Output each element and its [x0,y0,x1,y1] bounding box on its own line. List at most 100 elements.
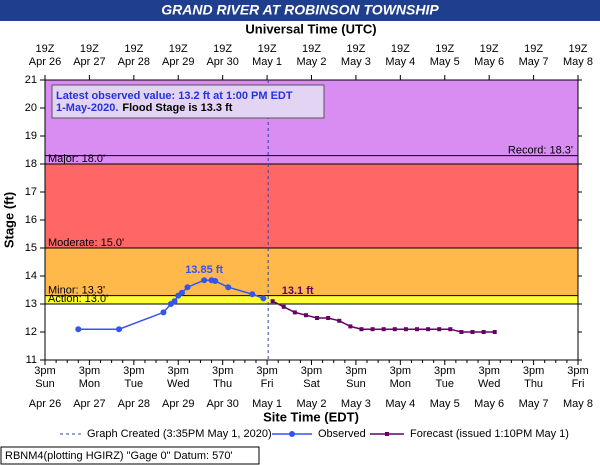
x-weekday-label: Wed [478,378,500,390]
utc-tick-label: 19Z [569,43,588,55]
x-date-label: May 1 [252,398,282,410]
latest-note-line: Latest observed value: 13.2 ft at 1:00 P… [56,90,293,102]
utc-tick-label: 19Z [524,43,543,55]
flood-band [45,155,578,164]
legend-forecast-marker [385,432,389,436]
title-bar [0,0,600,21]
x-date-label: May 8 [563,398,593,410]
x-weekday-label: Thu [524,378,543,390]
forecast-point [481,330,486,334]
x-date-label: Apr 28 [118,398,150,410]
forecast-point [448,327,453,332]
x-tick-label: 3pm [567,365,588,377]
y-tick-label: 15 [25,242,37,254]
legend-label: Observed [318,428,366,440]
latest-note-line: 1-May-2020. [56,102,118,114]
legend-label: Forecast (issued 1:10PM May 1) [410,428,569,440]
y-tick-label: 11 [26,354,37,366]
utc-tick-label: 19Z [80,43,99,55]
x-weekday-label: Wed [167,378,189,390]
y-tick-label: 20 [25,102,37,114]
forecast-point [414,327,419,332]
forecast-point [426,327,431,332]
forecast-point [492,330,497,334]
forecast-point [315,316,320,320]
x-date-label: Apr 29 [162,398,194,410]
forecast-point [470,330,475,334]
y-tick-label: 13 [25,298,37,310]
x-date-label: Apr 27 [73,398,105,410]
x-axis-title: Site Time (EDT) [263,409,359,424]
x-tick-label: 3pm [301,365,322,377]
footer-box [0,446,260,465]
x-tick-label: 3pm [390,365,411,377]
forecast-point [326,316,331,320]
flood-band [45,164,578,248]
observed-point [116,326,123,333]
utc-tick-label: 19Z [480,43,499,55]
forecast-point [303,313,308,318]
observed-point [184,284,191,291]
x-tick-label: 3pm [123,365,144,377]
observed-point [171,298,178,305]
x-weekday-label: Tue [125,378,144,390]
observed-point [178,289,185,296]
utc-tick-label: 19Z [435,43,454,55]
value-label: 13.1 ft [282,285,314,297]
x-tick-label: 3pm [79,365,100,377]
y-tick-label: 19 [25,130,37,142]
utc-date-label: Apr 26 [29,56,61,68]
flood-band [45,295,578,304]
x-weekday-label: Sun [35,378,55,390]
utc-tick-label: 19Z [346,43,365,55]
x-date-label: Apr 30 [206,398,238,410]
x-tick-label: 3pm [34,365,55,377]
x-tick-label: 3pm [256,365,277,377]
top-axis-title: Universal Time (UTC) [245,21,376,36]
flood-stage-label: Record: 18.3' [508,145,573,157]
utc-tick-label: 19Z [36,43,55,55]
x-tick-label: 3pm [478,365,499,377]
utc-tick-label: 19Z [302,43,321,55]
forecast-point [403,327,408,332]
latest-note-box [51,84,325,119]
forecast-point [359,327,364,332]
flood-stage-note: Flood Stage is 13.3 ft [122,102,232,114]
forecast-point [437,327,442,332]
forecast-point [337,318,342,323]
x-date-label: Apr 26 [29,398,61,410]
forecast-point [459,330,464,334]
normal-band [45,304,578,360]
x-weekday-label: Thu [213,378,232,390]
x-weekday-label: Tue [435,378,454,390]
observed-point [75,326,82,333]
flood-stage-label: Minor: 13.3' [48,285,105,297]
y-tick-label: 14 [25,270,37,282]
x-date-label: May 2 [297,398,327,410]
x-weekday-label: Mon [390,378,411,390]
chart-title: GRAND RIVER AT ROBINSON TOWNSHIP [161,2,439,18]
footer: RBNM4(plotting HGIRZ) "Gage 0" Datum: 57… [5,450,233,462]
flood-band [45,248,578,296]
x-date-label: May 7 [519,398,549,410]
x-date-label: May 3 [341,398,371,410]
x-weekday-label: Sat [303,378,320,390]
x-date-label: May 6 [474,398,504,410]
utc-tick-label: 19Z [124,43,143,55]
forecast-point [281,304,286,309]
observed-point [225,284,232,291]
x-weekday-label: Sun [346,378,366,390]
y-tick-label: 18 [25,158,37,170]
x-tick-label: 3pm [212,365,233,377]
forecast-point [292,310,297,315]
x-weekday-label: Fri [261,378,274,390]
forecast-point [348,324,353,329]
y-tick-label: 12 [25,326,37,338]
flood-stage-label: Major: 18.0' [48,153,105,165]
x-tick-label: 3pm [345,365,366,377]
utc-date-label: May 2 [297,56,327,68]
utc-tick-label: 19Z [169,43,188,55]
y-tick-label: 21 [25,74,37,86]
forecast-point [392,327,397,332]
